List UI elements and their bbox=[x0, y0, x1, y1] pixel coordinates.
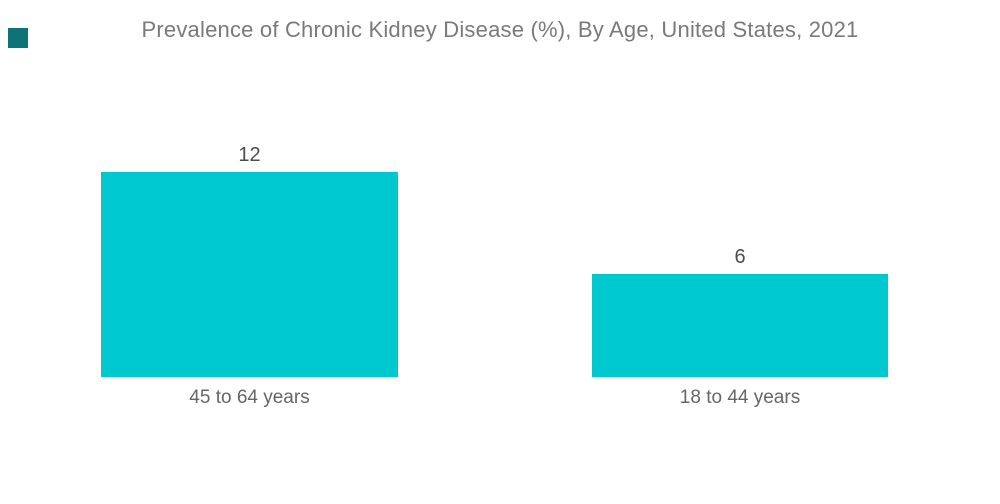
chart-title: Prevalence of Chronic Kidney Disease (%)… bbox=[141, 17, 859, 42]
bar-group-18-to-44: 6 18 to 44 years bbox=[592, 246, 888, 408]
bar-45-to-64 bbox=[101, 172, 398, 377]
bar-value-label: 12 bbox=[238, 144, 261, 166]
bar-group-45-to-64: 12 45 to 64 years bbox=[101, 144, 398, 408]
bar-18-to-44 bbox=[592, 274, 888, 377]
brand-logo-square bbox=[8, 28, 28, 48]
bar-category-label: 18 to 44 years bbox=[679, 387, 801, 408]
bar-value-label: 6 bbox=[734, 246, 746, 268]
bar-category-label: 45 to 64 years bbox=[189, 387, 310, 408]
